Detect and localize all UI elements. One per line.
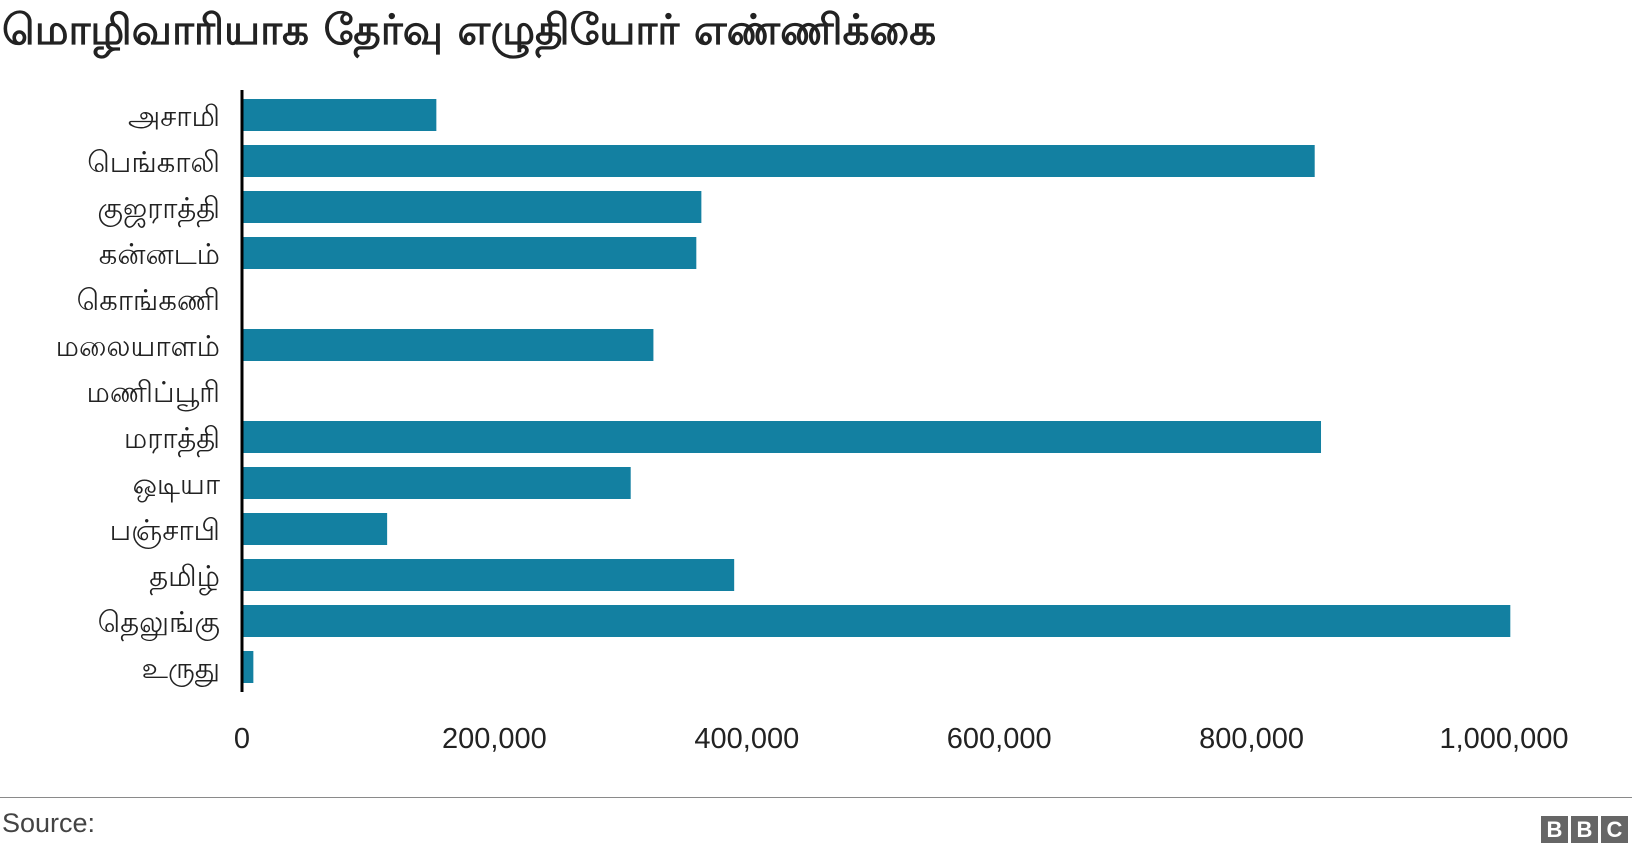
category-label: தமிழ்	[149, 559, 220, 596]
category-label: பஞ்சாபி	[110, 513, 220, 549]
category-label: அசாமி	[128, 99, 220, 133]
footer-divider	[0, 797, 1632, 798]
x-tick-label: 0	[234, 723, 250, 755]
x-tick-label: 400,000	[694, 723, 799, 755]
category-label: மலையாளம்	[56, 329, 220, 363]
bar-chart: அசாமி பெங்காலி குஜராத்தி கன்னடம் கொங்கணி மலைய…	[56, 90, 1569, 755]
category-label: மணிப்பூரி	[87, 375, 220, 411]
x-tick-label: 1,000,000	[1439, 723, 1568, 755]
bbc-logo-letter: C	[1601, 816, 1628, 843]
bar	[242, 605, 1511, 637]
bar	[242, 99, 437, 131]
category-labels: அசாமி பெங்காலி குஜராத்தி கன்னடம் கொங்கணி மலைய…	[56, 99, 220, 687]
x-tick-label: 800,000	[1199, 723, 1304, 755]
bbc-logo-letter: B	[1541, 816, 1568, 843]
x-tick-label: 600,000	[947, 723, 1052, 755]
bar	[242, 421, 1322, 453]
chart-title: மொழிவாரியாக தேர்வு எழுதியோர் எண்ணிக்கை	[2, 5, 937, 54]
category-label: குஜராத்தி	[97, 191, 220, 228]
bar	[242, 237, 697, 269]
category-label: மராத்தி	[124, 421, 220, 457]
category-label: ஒடியா	[133, 467, 220, 502]
category-label: பெங்காலி	[87, 145, 220, 179]
bbc-logo-letter: B	[1571, 816, 1598, 843]
bar	[242, 559, 735, 591]
bars-group	[242, 99, 1511, 683]
bar	[242, 513, 388, 545]
x-tick-labels: 0 200,000 400,000 600,000 800,000 1,000,000	[234, 723, 1569, 755]
category-label: கன்னடம்	[99, 237, 220, 271]
category-label: தெலுங்கு	[98, 605, 220, 641]
bar	[242, 467, 631, 499]
bbc-logo: B B C	[1541, 816, 1628, 843]
category-label: உருது	[142, 651, 220, 687]
category-label: கொங்கணி	[77, 283, 220, 317]
source-label: Source:	[2, 808, 96, 838]
bar	[242, 651, 254, 683]
bar	[242, 329, 654, 361]
bar	[242, 145, 1315, 177]
bar	[242, 191, 702, 223]
x-tick-label: 200,000	[442, 723, 547, 755]
